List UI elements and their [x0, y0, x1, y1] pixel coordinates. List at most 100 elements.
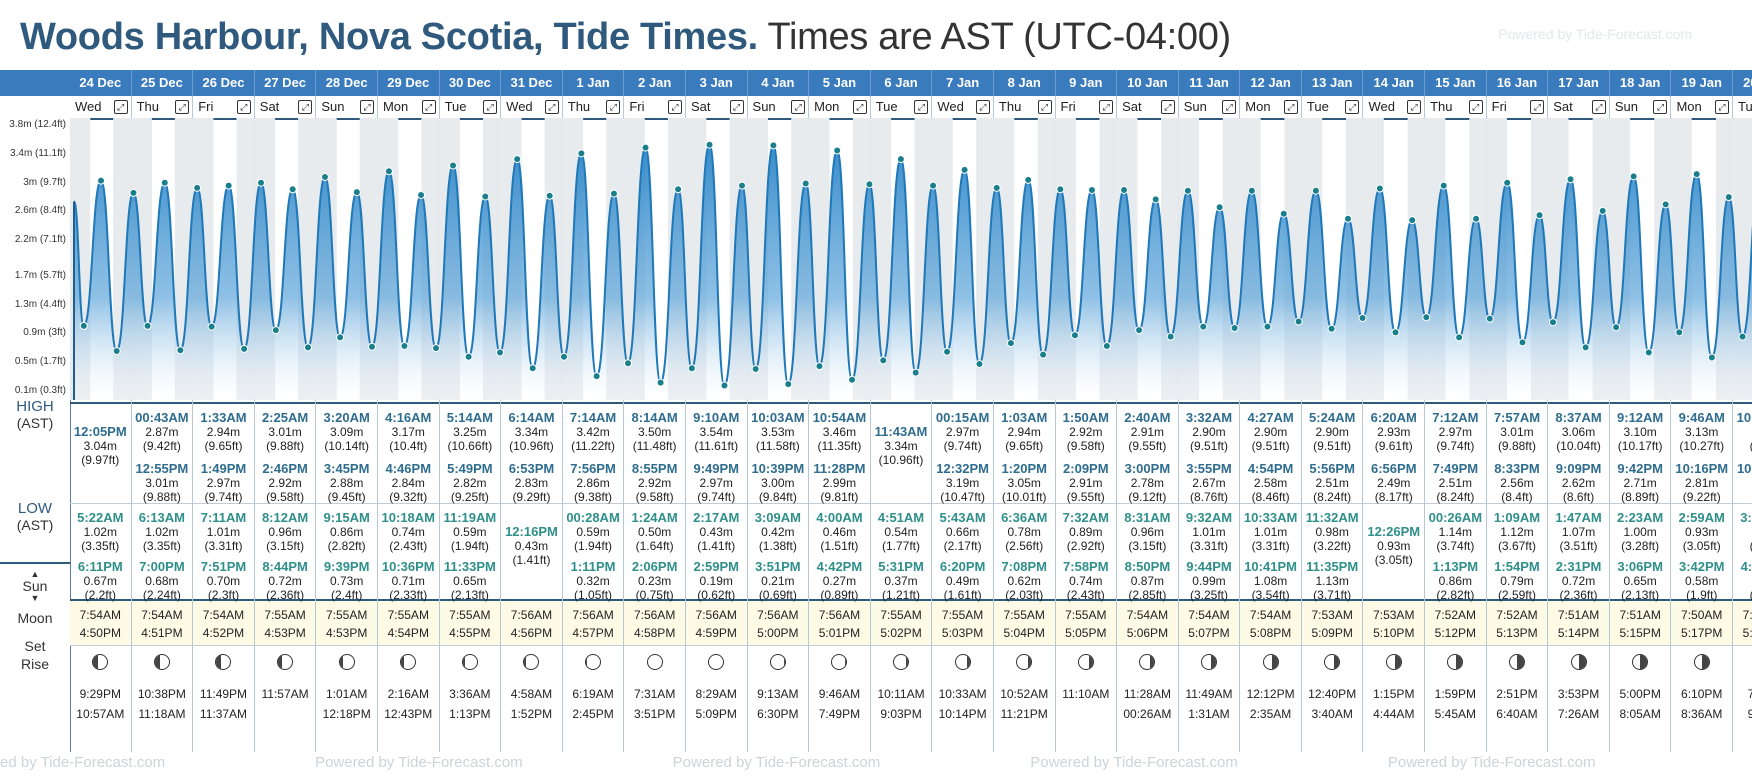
low-tide-feet: (2.36ft) [266, 588, 305, 602]
low-tide-time: 2:17AM [693, 510, 740, 525]
low-tide-time: 7:11AM [200, 510, 247, 525]
moon-cell: 11:49PM 11:37AM [193, 645, 254, 731]
sun-cell: 7:54AM 5:08PM [1240, 599, 1301, 645]
low-tide-meters: 0.62m [1007, 574, 1041, 588]
moon-cell: 9:46AM 7:49PM [809, 645, 870, 731]
y-axis-tick-label: 0.1m (0.3ft) [14, 385, 66, 396]
sun-cell: 7:55AM 5:05PM [1055, 599, 1117, 645]
moonrise-time: 1:31AM [1188, 707, 1230, 721]
day-date: 7 Jan [932, 70, 994, 96]
graph-cell [193, 120, 254, 402]
expand-day-icon[interactable]: ⤢ [729, 100, 744, 114]
label-header-cell [0, 70, 70, 96]
moon-shadow [524, 655, 526, 669]
expand-day-icon[interactable]: ⤢ [175, 100, 190, 114]
high-tide-feet: (10.01ft) [1001, 490, 1047, 504]
expand-day-icon[interactable]: ⤢ [1283, 100, 1298, 114]
high-tide-time: 4:54PM [1247, 461, 1294, 476]
expand-day-icon[interactable]: ⤢ [1345, 100, 1360, 114]
expand-day-icon[interactable]: ⤢ [975, 100, 990, 114]
high-tide-time: 10:39PM [751, 461, 805, 476]
expand-day-icon[interactable]: ⤢ [1530, 100, 1545, 114]
high-tide-feet: (8.24ft) [1436, 490, 1475, 504]
expand-day-icon[interactable]: ⤢ [1160, 100, 1175, 114]
high-tide-cell: 7:12AM 2.97m (9.74ft) 7:49PM 2.51m (8.24… [1425, 402, 1486, 504]
low-tide-meters: 0.68m [145, 574, 179, 588]
high-tide-meters: 2.91m [1069, 476, 1103, 490]
title-place: Woods Harbour, Nova Scotia, Tide Times. [20, 16, 758, 58]
sunrise-time: 7:50AM [1681, 608, 1723, 622]
day-of-week: Thu [136, 99, 159, 114]
expand-day-icon[interactable]: ⤢ [1037, 100, 1052, 114]
expand-day-icon[interactable]: ⤢ [1653, 100, 1668, 114]
expand-day-icon[interactable]: ⤢ [544, 100, 559, 114]
high-tide-feet: (9.65ft) [204, 439, 243, 453]
moonrise-time: 10:57AM [76, 707, 125, 721]
high-tide-feet: (11.58ft) [755, 439, 800, 453]
expand-day-icon[interactable]: ⤢ [791, 100, 806, 114]
expand-day-icon[interactable]: ⤢ [914, 100, 929, 114]
high-row-label: HIGH (AST) [0, 398, 70, 431]
low-tide-cell: 5:43AM 0.66m (2.17ft) 6:20PM 0.49m (1.61… [932, 503, 993, 602]
moon-cell: 4:58AM 1:52PM [501, 645, 562, 731]
high-tide-meters: 2.86m [576, 476, 610, 490]
sun-cell: 7:50AM 5:17PM [1671, 599, 1733, 645]
day-of-week-cell: Fri ⤢ [193, 96, 254, 120]
expand-day-icon[interactable]: ⤢ [667, 100, 682, 114]
high-tide-meters: 3.54m [699, 425, 733, 439]
expand-day-icon[interactable]: ⤢ [359, 100, 374, 114]
expand-day-icon[interactable]: ⤢ [1715, 100, 1730, 114]
high-tide-time: 1:50AM [1062, 410, 1109, 425]
expand-day-icon[interactable]: ⤢ [421, 100, 436, 114]
day-of-week: Mon [1245, 99, 1271, 114]
low-tide-meters: 0.58m [1685, 574, 1719, 588]
low-tide-feet: (3.67ft) [1497, 539, 1536, 553]
high-tide-time: 11:28PM [813, 461, 866, 476]
high-tide-feet: (9.88ft) [142, 490, 181, 504]
high-tide-feet: (9.29ft) [512, 490, 551, 504]
high-tide-meters: 3.00m [761, 476, 795, 490]
day-date: 26 Dec [193, 70, 255, 96]
high-tide-entry: 5:56PM 2.51m (8.24ft) [1302, 461, 1363, 504]
moonrise-time: 11:57AM [261, 687, 309, 701]
moon-phase-icon [1139, 654, 1156, 670]
day-column: 13 Jan Tue ⤢ 5:24AM 2.90m (9.51ft) 5:56P… [1301, 70, 1364, 752]
expand-day-icon[interactable]: ⤢ [236, 100, 251, 114]
moonrise-time: 3:51PM [633, 707, 676, 721]
sunrise-time: 7:55AM [1065, 608, 1107, 622]
expand-day-icon[interactable]: ⤢ [1591, 100, 1606, 114]
expand-day-icon[interactable]: ⤢ [1468, 100, 1483, 114]
footer-watermark-text: Powered by Tide-Forecast.com [1030, 754, 1238, 771]
high-tide-feet: (8.6ft) [1562, 490, 1595, 504]
moonrise-time: 8:05AM [1619, 707, 1661, 721]
low-tide-cell: 8:31AM 0.96m (3.15ft) 8:50PM 0.87m (2.85… [1117, 503, 1178, 602]
high-tide-feet: (9.32ft) [389, 490, 428, 504]
expand-day-icon[interactable]: ⤢ [606, 100, 621, 114]
day-of-week: Sat [259, 99, 280, 114]
low-tz-label: (AST) [16, 517, 54, 533]
moonrise-time: 6:40AM [1496, 707, 1538, 721]
expand-day-icon[interactable]: ⤢ [113, 100, 128, 114]
expand-day-icon[interactable]: ⤢ [1099, 100, 1114, 114]
high-tide-cell: 9:10AM 3.54m (11.61ft) 9:49PM 2.97m (9.7… [685, 402, 747, 504]
day-of-week: Sat [690, 99, 711, 114]
moon-shadow [1333, 655, 1340, 669]
day-of-week-cell: Tue ⤢ [1301, 96, 1363, 120]
sun-cell: 7:56AM 4:59PM [685, 599, 747, 645]
low-tide-meters: 0.87 [1733, 525, 1752, 539]
moon-phase-icon [400, 654, 417, 670]
expand-day-icon[interactable]: ⤢ [1407, 100, 1422, 114]
moonset-time: 1:59PM [1434, 687, 1477, 701]
expand-day-icon[interactable]: ⤢ [852, 100, 867, 114]
low-label: LOW [17, 500, 53, 517]
high-tide-meters: 3.01m [145, 476, 179, 490]
high-tide-time: 3:45PM [323, 461, 370, 476]
sun-up-arrow-icon: ▲ [30, 569, 40, 579]
sunrise-time: 7:54AM [1126, 608, 1169, 622]
high-tide-entry: 9:46AM 3.13m (10.27ft) [1671, 410, 1732, 453]
sunset-time: 5:02PM [880, 626, 922, 640]
expand-day-icon[interactable]: ⤢ [1222, 100, 1237, 114]
expand-day-icon[interactable]: ⤢ [483, 100, 498, 114]
low-tide-time: 10:33AM [1243, 510, 1298, 525]
expand-day-icon[interactable]: ⤢ [298, 100, 313, 114]
